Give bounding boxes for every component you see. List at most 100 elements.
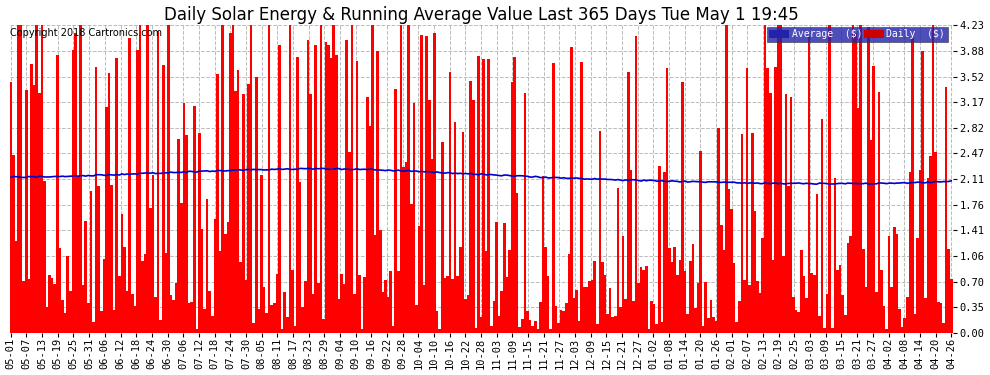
Bar	[281, 329, 283, 333]
Bar	[932, 25, 935, 333]
Bar	[446, 276, 448, 333]
Bar	[151, 175, 154, 333]
Bar	[288, 25, 291, 333]
Bar	[904, 318, 906, 333]
Bar	[206, 200, 209, 333]
Bar	[495, 222, 498, 333]
Bar	[880, 270, 883, 333]
Bar	[573, 298, 575, 333]
Bar	[862, 249, 864, 333]
Bar	[552, 63, 554, 333]
Bar	[278, 45, 281, 333]
Bar	[591, 279, 593, 333]
Bar	[144, 254, 147, 333]
Bar	[286, 317, 288, 333]
Bar	[544, 247, 546, 333]
Bar	[643, 270, 645, 333]
Bar	[459, 247, 461, 333]
Bar	[723, 251, 725, 333]
Bar	[44, 182, 46, 333]
Bar	[950, 279, 952, 333]
Bar	[681, 82, 684, 333]
Bar	[216, 74, 219, 333]
Bar	[699, 151, 702, 333]
Bar	[498, 316, 500, 333]
Bar	[844, 315, 846, 333]
Bar	[441, 142, 444, 333]
Bar	[190, 302, 193, 333]
Bar	[17, 25, 20, 333]
Bar	[453, 122, 456, 333]
Bar	[837, 270, 839, 333]
Bar	[924, 298, 927, 333]
Bar	[705, 282, 707, 333]
Bar	[227, 222, 229, 333]
Bar	[513, 57, 516, 333]
Bar	[376, 51, 379, 333]
Bar	[423, 285, 426, 333]
Bar	[859, 25, 862, 333]
Bar	[914, 314, 917, 333]
Bar	[333, 25, 335, 333]
Bar	[270, 306, 273, 333]
Bar	[761, 238, 764, 333]
Bar	[805, 298, 808, 333]
Bar	[769, 93, 771, 333]
Bar	[283, 292, 286, 333]
Bar	[673, 247, 676, 333]
Bar	[123, 247, 126, 333]
Bar	[418, 226, 421, 333]
Bar	[410, 204, 413, 333]
Bar	[100, 311, 103, 333]
Bar	[668, 248, 671, 333]
Bar	[335, 55, 338, 333]
Bar	[84, 221, 87, 333]
Bar	[480, 318, 482, 333]
Bar	[896, 234, 898, 333]
Bar	[500, 291, 503, 333]
Bar	[322, 320, 325, 333]
Bar	[397, 271, 400, 333]
Bar	[400, 25, 402, 333]
Bar	[232, 25, 235, 333]
Bar	[877, 92, 880, 333]
Bar	[935, 152, 937, 333]
Bar	[211, 316, 214, 333]
Bar	[493, 301, 495, 333]
Bar	[315, 45, 317, 333]
Bar	[214, 219, 216, 333]
Bar	[731, 209, 733, 333]
Bar	[219, 252, 222, 333]
Bar	[736, 322, 739, 333]
Bar	[715, 321, 718, 333]
Bar	[482, 59, 485, 333]
Bar	[692, 244, 694, 333]
Bar	[511, 81, 513, 333]
Bar	[472, 100, 474, 333]
Bar	[849, 236, 851, 333]
Bar	[787, 186, 790, 333]
Bar	[66, 256, 69, 333]
Bar	[275, 273, 278, 333]
Bar	[41, 25, 44, 333]
Bar	[919, 170, 922, 333]
Bar	[604, 275, 606, 333]
Bar	[658, 166, 660, 333]
Bar	[898, 309, 901, 333]
Bar	[937, 302, 940, 333]
Bar	[451, 279, 453, 333]
Bar	[676, 274, 678, 333]
Bar	[609, 288, 612, 333]
Bar	[63, 313, 66, 333]
Bar	[635, 36, 638, 333]
Bar	[341, 274, 343, 333]
Bar	[784, 94, 787, 333]
Bar	[655, 324, 658, 333]
Bar	[97, 186, 100, 333]
Bar	[818, 316, 821, 333]
Bar	[725, 25, 728, 333]
Bar	[694, 308, 697, 333]
Bar	[139, 25, 142, 333]
Bar	[650, 301, 652, 333]
Bar	[527, 311, 529, 333]
